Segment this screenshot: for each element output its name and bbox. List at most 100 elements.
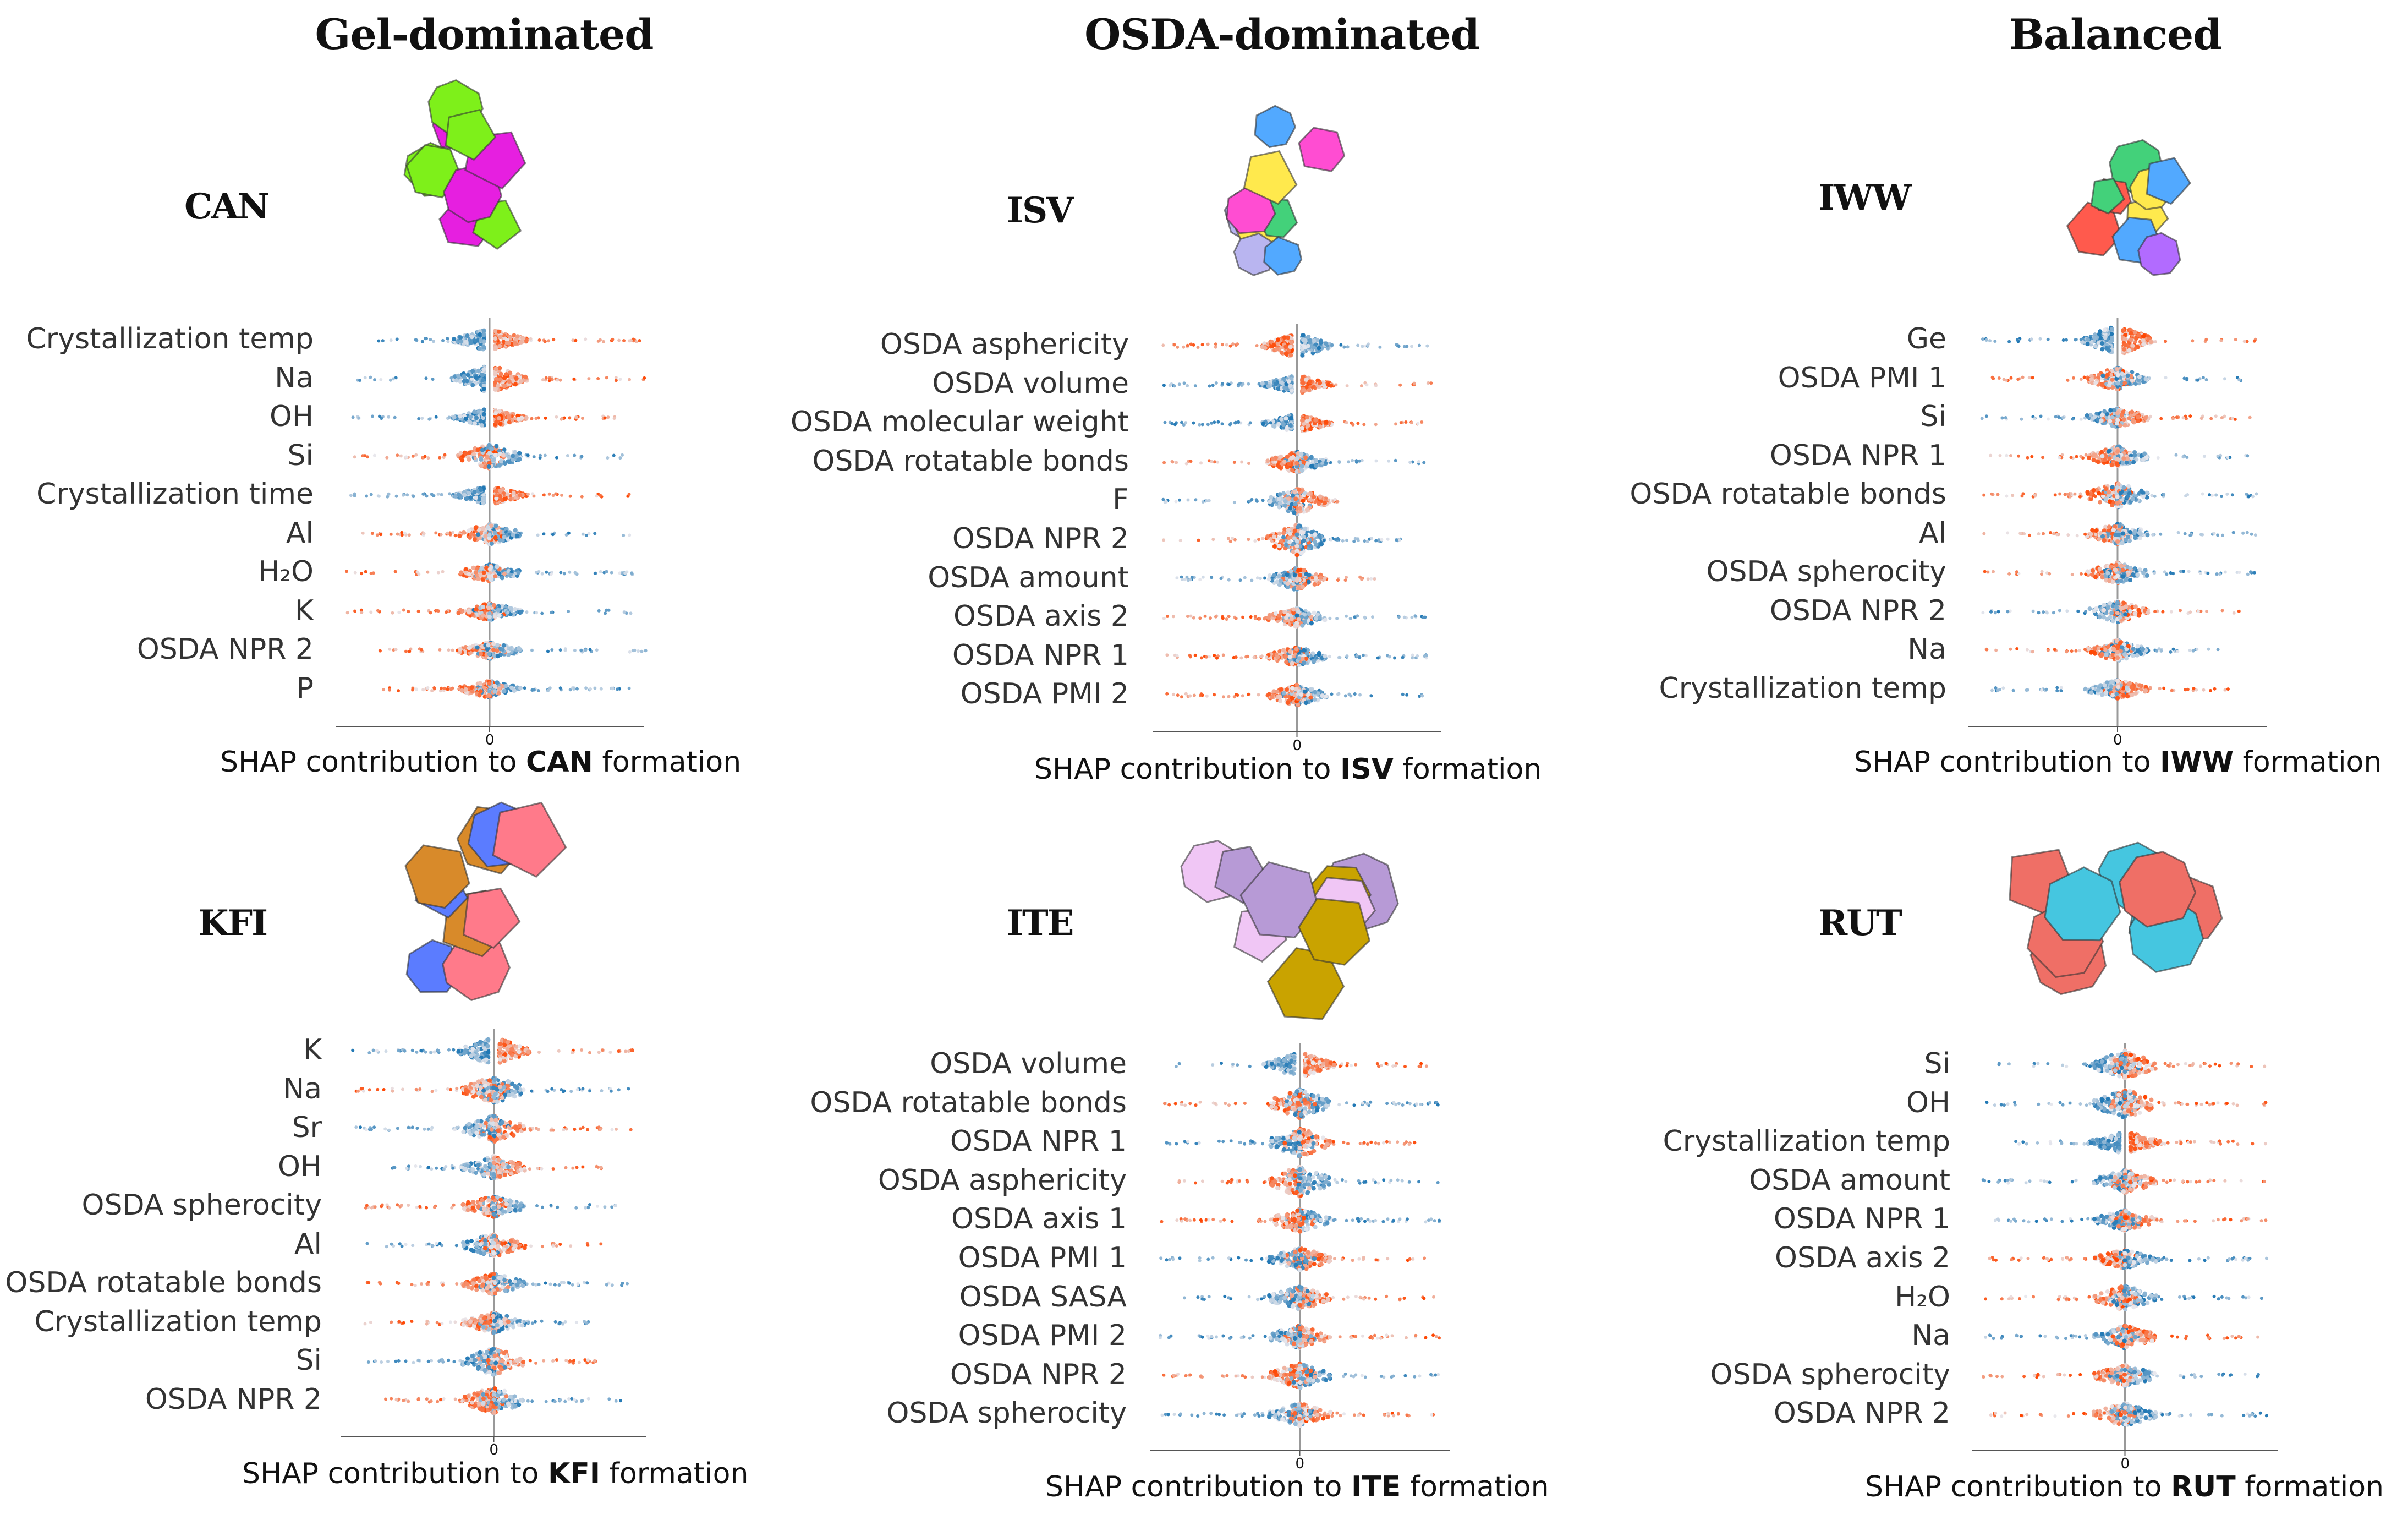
shap-point — [582, 533, 585, 536]
shap-point — [552, 338, 555, 341]
shap-point — [493, 347, 497, 351]
shap-point — [1292, 607, 1296, 611]
shap-point — [612, 454, 616, 457]
shap-point — [515, 534, 519, 538]
shap-point — [1302, 661, 1306, 665]
shap-point — [431, 378, 435, 381]
shap-point — [540, 612, 544, 615]
shap-point — [1289, 416, 1293, 420]
shap-point — [453, 374, 457, 379]
shap-point — [377, 340, 380, 343]
shap-point — [1314, 543, 1318, 547]
shap-point — [1278, 501, 1282, 505]
shap-point — [1298, 506, 1302, 511]
shap-point — [513, 450, 517, 455]
shap-point — [438, 648, 441, 652]
shap-point — [470, 685, 474, 690]
shap-point — [525, 610, 528, 614]
shap-point — [1308, 498, 1311, 501]
shap-point — [361, 454, 364, 457]
shap-point — [474, 525, 479, 529]
shap-point — [1371, 615, 1374, 619]
shap-point — [1357, 539, 1360, 542]
shap-point — [452, 337, 456, 341]
shap-point — [401, 533, 404, 537]
shap-point — [519, 379, 523, 384]
shap-point — [1247, 538, 1250, 541]
shap-point — [370, 572, 373, 575]
shap-point — [460, 458, 464, 462]
shap-point — [1295, 461, 1299, 466]
shap-point — [628, 339, 631, 342]
shap-point — [394, 648, 398, 651]
shap-point — [518, 493, 522, 497]
shap-point — [1300, 426, 1304, 430]
shap-point — [1246, 655, 1249, 658]
shap-point — [448, 492, 451, 495]
shap-point — [426, 571, 429, 574]
shap-point — [1243, 576, 1247, 579]
shap-point — [513, 417, 517, 420]
shap-point — [1327, 460, 1330, 463]
shap-point — [1213, 460, 1216, 463]
shap-point — [498, 366, 502, 370]
shap-point — [1301, 531, 1306, 535]
shap-point — [567, 610, 570, 613]
shap-point — [502, 384, 507, 388]
shap-point — [1239, 578, 1242, 582]
shap-point — [502, 376, 507, 380]
shap-point — [1283, 345, 1288, 349]
shap-point — [456, 374, 460, 378]
shap-point — [1175, 461, 1178, 464]
shap-point — [593, 532, 596, 535]
shap-point — [1411, 656, 1414, 659]
shap-point — [1289, 569, 1293, 573]
shap-point — [421, 493, 425, 496]
shap-point — [1363, 539, 1366, 543]
shap-point — [1293, 496, 1298, 501]
shap-point — [1272, 424, 1277, 429]
shap-point — [493, 690, 497, 694]
shap-point — [1274, 382, 1278, 386]
shap-point — [486, 525, 490, 529]
shap-point — [510, 609, 513, 613]
shap-point — [476, 532, 480, 537]
shap-point — [606, 456, 609, 460]
shap-point — [1423, 654, 1426, 658]
shap-point — [1213, 420, 1216, 424]
shap-point — [1362, 423, 1365, 426]
shap-point — [423, 532, 426, 535]
shap-point — [1349, 617, 1352, 620]
shap-point — [1358, 460, 1361, 463]
shap-point — [1294, 647, 1299, 652]
shap-point — [365, 495, 368, 498]
shap-point — [345, 570, 348, 573]
shap-point — [1358, 656, 1361, 659]
shap-point — [414, 453, 418, 457]
shap-point — [1318, 534, 1322, 539]
shap-point — [584, 686, 588, 690]
shap-point — [1277, 532, 1282, 536]
shap-point — [1422, 461, 1425, 464]
shap-point — [1261, 537, 1264, 540]
shap-point — [1192, 343, 1195, 347]
shap-point — [563, 572, 566, 576]
shap-point — [1324, 341, 1328, 346]
shap-point — [482, 333, 486, 337]
shap-point — [1300, 468, 1304, 473]
shap-point — [480, 448, 485, 452]
shap-point — [1214, 615, 1217, 619]
shap-point — [1303, 527, 1307, 531]
shap-point — [470, 383, 475, 387]
shap-point — [464, 417, 468, 421]
shap-point — [1276, 337, 1280, 342]
beeswarm-row — [379, 640, 648, 661]
shap-point — [618, 456, 622, 460]
shap-point — [531, 492, 534, 495]
shap-point — [533, 688, 536, 692]
shap-point — [366, 455, 369, 458]
shap-point — [479, 689, 483, 693]
shap-point — [1313, 532, 1318, 537]
shap-point — [487, 615, 492, 619]
shap-point — [555, 415, 558, 419]
